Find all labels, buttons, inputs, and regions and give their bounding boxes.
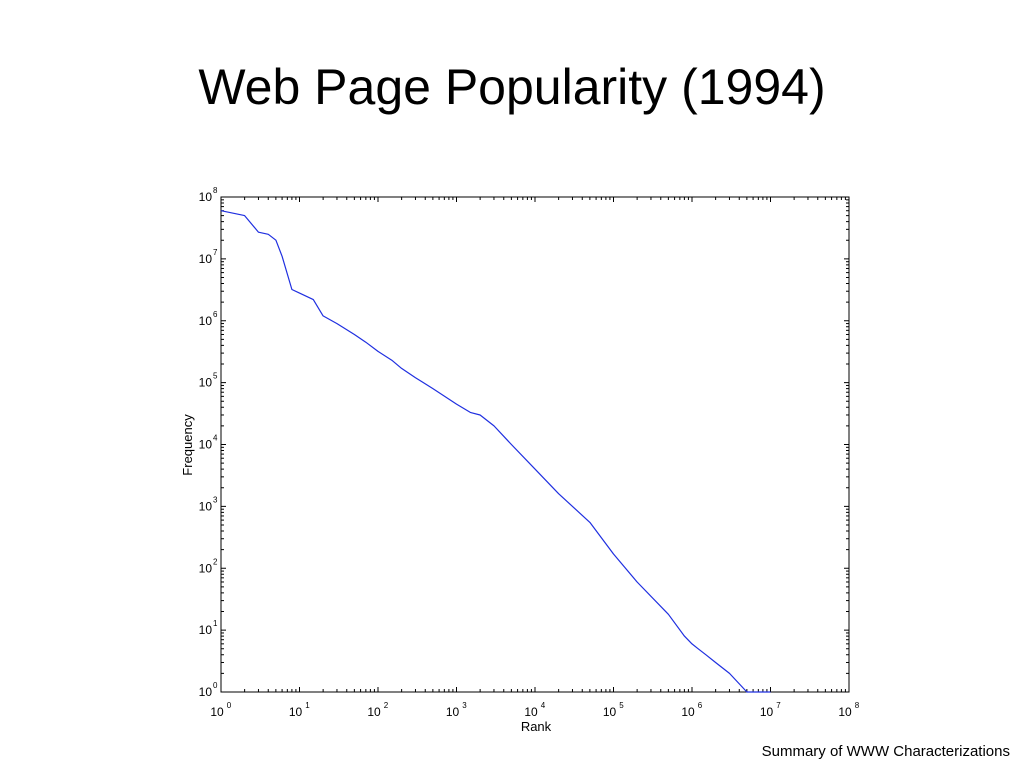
x-tick-exponent: 2	[384, 701, 389, 710]
y-tick-label: 10	[199, 685, 213, 699]
x-tick-exponent: 4	[541, 701, 546, 710]
x-axis-label: Rank	[521, 719, 552, 734]
x-tick-label: 10	[367, 705, 381, 719]
x-tick-exponent: 7	[776, 701, 781, 710]
x-tick-exponent: 8	[855, 701, 860, 710]
plot-frame	[220, 196, 850, 693]
slide-footer: Summary of WWW Characterizations	[761, 743, 1010, 760]
x-tick-exponent: 0	[227, 701, 232, 710]
x-tick-label: 10	[760, 705, 774, 719]
y-tick-exponent: 0	[213, 681, 218, 690]
x-tick-exponent: 1	[305, 701, 310, 710]
tick-marks	[220, 196, 850, 693]
y-tick-exponent: 7	[213, 248, 218, 257]
y-tick-label: 10	[199, 499, 213, 513]
data-series	[220, 210, 771, 693]
x-tick-label: 10	[446, 705, 460, 719]
y-tick-label: 10	[199, 561, 213, 575]
x-tick-label: 10	[603, 705, 617, 719]
y-tick-exponent: 8	[213, 186, 218, 195]
y-tick-exponent: 2	[213, 557, 218, 566]
x-tick-label: 10	[289, 705, 303, 719]
plot-axes	[220, 196, 850, 693]
y-tick-label: 10	[199, 376, 213, 390]
y-tick-exponent: 3	[213, 495, 218, 504]
y-tick-label: 10	[199, 314, 213, 328]
y-tick-label: 10	[199, 190, 213, 204]
y-tick-exponent: 4	[213, 434, 218, 443]
series-line-0	[220, 210, 771, 693]
y-tick-label: 10	[199, 438, 213, 452]
y-tick-exponent: 5	[213, 372, 218, 381]
y-tick-label: 10	[199, 623, 213, 637]
x-tick-exponent: 6	[698, 701, 703, 710]
slide-title: Web Page Popularity (1994)	[198, 59, 826, 115]
x-tick-label: 10	[681, 705, 695, 719]
y-tick-exponent: 1	[213, 619, 218, 628]
x-tick-label: 10	[838, 705, 852, 719]
x-tick-exponent: 5	[619, 701, 624, 710]
x-tick-exponent: 3	[462, 701, 467, 710]
y-axis-label: Frequency	[180, 414, 195, 476]
x-tick-label: 10	[524, 705, 538, 719]
y-tick-exponent: 6	[213, 310, 218, 319]
tick-labels: 10 0 10 1 10 2 10 3 10 4 10 5 10 6 10 7 10 810 010 110 210 31…	[199, 186, 860, 719]
x-tick-label: 10	[210, 705, 224, 719]
y-tick-label: 10	[199, 252, 213, 266]
